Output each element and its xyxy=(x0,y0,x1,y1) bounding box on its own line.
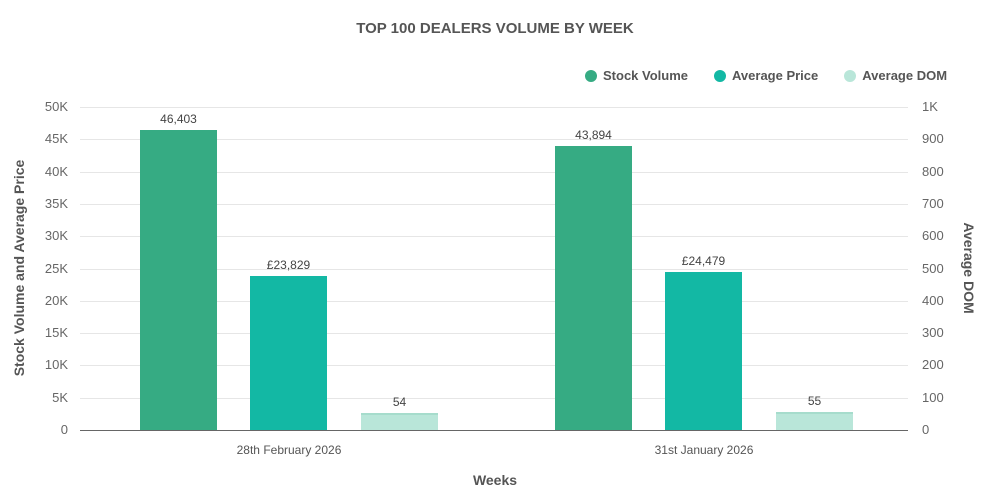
y-tick-left: 15K xyxy=(44,325,68,341)
bar-value-label: £24,479 xyxy=(681,253,726,268)
bar-average-price[interactable] xyxy=(665,271,742,430)
x-category-label: 31st January 2026 xyxy=(654,443,754,457)
y-tick-left: 0 xyxy=(60,422,68,437)
y-tick-left: 10K xyxy=(44,357,68,373)
gridline xyxy=(80,365,908,367)
bar-average-dom[interactable] xyxy=(361,412,438,430)
gridline xyxy=(80,397,908,399)
bar-value-label: 46,403 xyxy=(160,112,197,127)
legend-dot-icon xyxy=(844,69,857,82)
gridline xyxy=(80,107,908,108)
legend-item-stock-volume[interactable]: Stock Volume xyxy=(585,68,688,83)
bar-value-label: 55 xyxy=(807,394,822,409)
bar-value-label: £23,829 xyxy=(266,258,311,273)
legend-item-average-dom[interactable]: Average DOM xyxy=(844,68,947,83)
y-tick-right: 600 xyxy=(922,228,944,244)
y-tick-left: 30K xyxy=(44,228,68,244)
y-tick-left: 45K xyxy=(44,131,68,147)
y-axis-label-left: Stock Volume and Average Price xyxy=(11,159,27,377)
y-tick-right: 900 xyxy=(922,131,944,147)
bar-stock-volume[interactable] xyxy=(140,130,217,430)
chart-title: TOP 100 DEALERS VOLUME BY WEEK xyxy=(356,20,634,37)
y-tick-right: 800 xyxy=(922,163,944,179)
legend-label: Average DOM xyxy=(862,68,948,83)
bar-value-label: 54 xyxy=(392,394,407,409)
gridline xyxy=(80,268,908,270)
legend-item-average-price[interactable]: Average Price xyxy=(714,68,818,83)
x-category-label: 28th February 2026 xyxy=(236,443,342,457)
legend-label: Average Price xyxy=(732,68,819,83)
legend-dot-icon xyxy=(585,69,597,82)
y-axis-label-right: Average DOM xyxy=(961,222,977,314)
y-tick-left: 40K xyxy=(44,163,68,179)
y-tick-right: 500 xyxy=(922,260,944,276)
y-tick-left: 50K xyxy=(44,99,68,114)
legend-dot-icon xyxy=(714,69,727,82)
y-tick-right: 200 xyxy=(922,357,944,373)
gridline xyxy=(80,236,908,238)
gridline xyxy=(80,300,908,302)
gridline xyxy=(80,203,908,205)
gridline xyxy=(80,171,908,173)
bar-average-price[interactable] xyxy=(250,276,327,430)
gridline xyxy=(80,139,908,141)
y-tick-right: 700 xyxy=(922,195,944,211)
y-tick-right: 300 xyxy=(922,325,944,341)
bar-value-label: 43,894 xyxy=(575,128,612,143)
legend: Stock Volume Average Price Average DOM xyxy=(585,68,947,83)
y-tick-right: 100 xyxy=(922,389,944,405)
y-tick-left: 20K xyxy=(44,292,68,308)
legend-label: Stock Volume xyxy=(603,68,689,83)
y-tick-right: 400 xyxy=(922,292,944,308)
y-tick-right: 1K xyxy=(922,99,938,114)
y-tick-left: 25K xyxy=(44,260,68,276)
x-axis-label: Weeks xyxy=(472,472,518,488)
y-tick-left: 35K xyxy=(44,195,68,211)
bar-stock-volume[interactable] xyxy=(555,146,632,430)
y-tick-right: 0 xyxy=(922,422,930,437)
x-axis-line xyxy=(80,430,908,431)
y-tick-left: 5K xyxy=(52,389,68,405)
bar-average-dom[interactable] xyxy=(776,412,853,430)
gridline xyxy=(80,333,908,335)
